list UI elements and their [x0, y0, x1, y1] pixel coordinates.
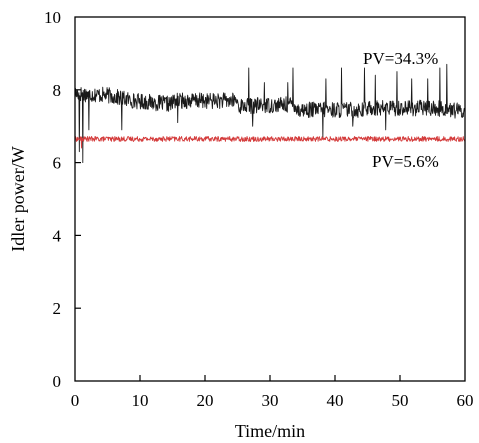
x-tick-label: 60: [457, 391, 474, 410]
series-line-0: [74, 63, 466, 164]
series-line-1: [74, 135, 466, 149]
x-tick-label: 50: [392, 391, 409, 410]
y-axis-ticks: 0 2 4 6 8 10: [44, 8, 81, 391]
x-tick-label: 30: [262, 391, 279, 410]
y-tick-label: 0: [53, 372, 62, 391]
y-tick-label: 6: [53, 154, 62, 173]
annotation-red-series: PV=5.6%: [372, 152, 439, 171]
x-tick-label: 10: [132, 391, 149, 410]
y-tick-label: 8: [53, 81, 62, 100]
x-tick-label: 20: [197, 391, 214, 410]
x-tick-label: 0: [71, 391, 80, 410]
x-axis-ticks: 0 10 20 30 40 50 60: [71, 375, 474, 410]
y-tick-label: 2: [53, 299, 62, 318]
y-tick-label: 10: [44, 8, 61, 27]
y-tick-label: 4: [53, 226, 62, 245]
x-tick-label: 40: [327, 391, 344, 410]
series-layer: [74, 63, 466, 164]
annotation-black-series: PV=34.3%: [363, 49, 438, 68]
y-axis-title: Idler power/W: [8, 146, 28, 251]
x-axis-title: Time/min: [235, 421, 305, 441]
plot-area: [75, 17, 465, 381]
